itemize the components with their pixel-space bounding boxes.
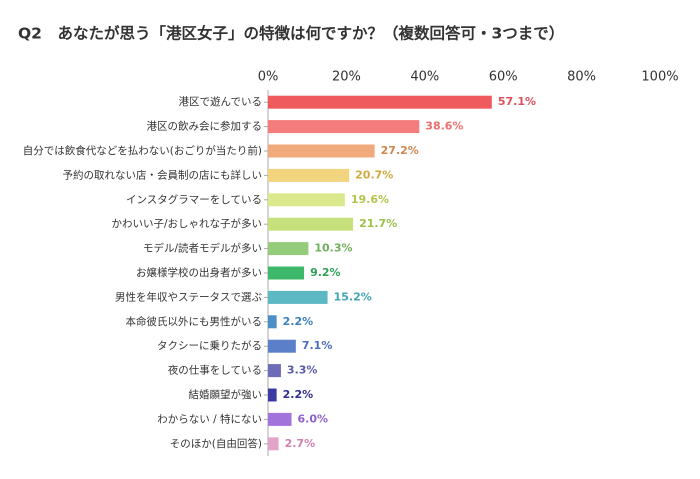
bar — [268, 95, 492, 109]
y-tick-label: 予約の取れない店・会員制の店にも詳しい — [63, 168, 263, 181]
bar — [268, 217, 354, 231]
x-tick-label: 100% — [641, 70, 678, 85]
bar — [268, 193, 345, 207]
value-label: 2.2% — [283, 315, 314, 328]
y-tick-label: かわいい子/おしゃれな子が多い — [111, 217, 262, 230]
bar — [268, 412, 292, 426]
value-label: 10.3% — [314, 242, 352, 255]
value-label: 9.2% — [310, 266, 341, 279]
bar — [268, 437, 279, 451]
bar — [268, 266, 305, 280]
bar — [268, 168, 350, 182]
bar — [268, 339, 296, 353]
y-tick-label: 結婚願望が強い — [189, 388, 263, 401]
value-label: 19.6% — [351, 193, 389, 206]
x-tick-label: 80% — [567, 70, 596, 85]
bar — [268, 364, 281, 378]
value-label: 57.1% — [498, 95, 536, 108]
value-label: 7.1% — [302, 339, 333, 352]
y-tick-label: そのほか(自由回答) — [170, 437, 262, 450]
x-tick-label: 60% — [489, 70, 518, 85]
bar — [268, 290, 328, 304]
value-label: 21.7% — [359, 217, 397, 230]
x-tick-label: 20% — [332, 70, 361, 85]
y-tick-label: お嬢様学校の出身者が多い — [136, 266, 262, 279]
x-tick-label: 0% — [258, 70, 279, 85]
value-label: 20.7% — [355, 168, 393, 181]
y-tick-label: インスタグラマーをしている — [126, 193, 262, 206]
value-label: 27.2% — [381, 144, 419, 157]
y-tick-label: 男性を年収やステータスで選ぶ — [115, 290, 262, 303]
y-tick-label: 自分では飲食代などを払わない(おごりが当たり前) — [23, 144, 262, 157]
value-label: 15.2% — [334, 290, 372, 303]
x-tick-label: 40% — [410, 70, 439, 85]
value-label: 6.0% — [298, 412, 329, 425]
y-tick-label: 本命彼氏以外にも男性がいる — [126, 315, 263, 328]
value-label: 2.7% — [285, 437, 316, 450]
y-tick-label: 夜の仕事をしている — [168, 364, 262, 377]
bar — [268, 144, 375, 158]
y-tick-label: タクシーに乗りたがる — [157, 339, 262, 352]
y-tick-label: 港区で遊んでいる — [179, 95, 262, 108]
value-label: 38.6% — [425, 120, 463, 133]
bar — [268, 120, 420, 134]
y-tick-label: モデル/読者モデルが多い — [143, 242, 262, 255]
y-tick-label: わからない / 特にない — [157, 413, 262, 425]
y-tick-label: 港区の飲み会に参加する — [147, 120, 263, 133]
bar — [268, 315, 277, 329]
bar — [268, 242, 309, 256]
chart-title: Q2 あなたが思う「港区女子」の特徴は何ですか？（複数回答可・3つまで） — [18, 24, 564, 43]
value-label: 2.2% — [283, 388, 314, 401]
value-label: 3.3% — [287, 364, 318, 377]
bar — [268, 388, 277, 402]
